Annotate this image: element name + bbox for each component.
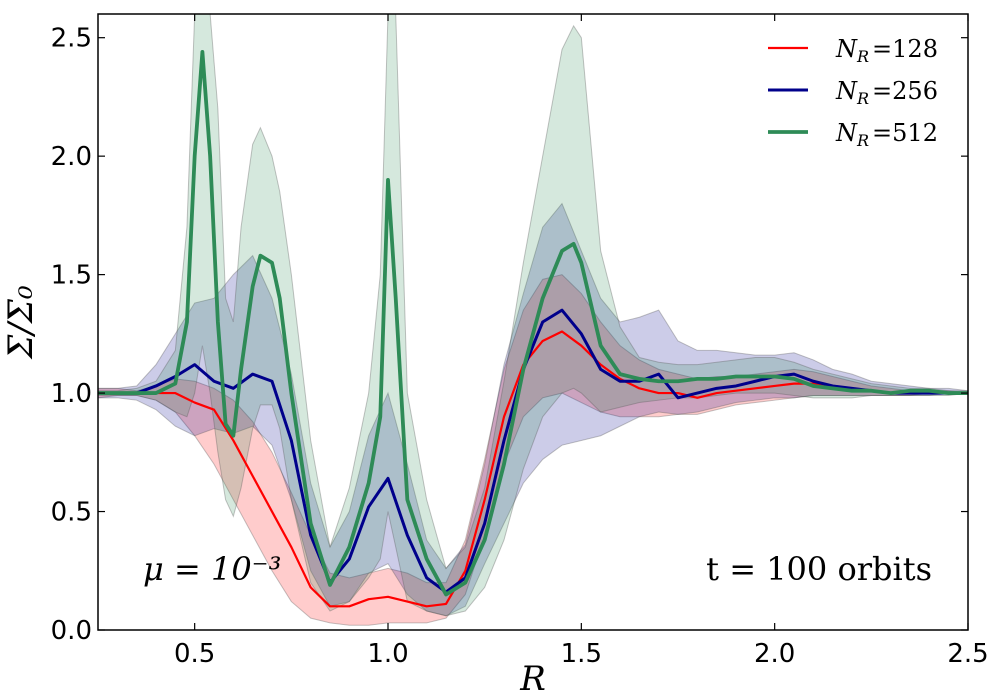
mass-ratio-annotation: μ = 10⁻³ [143,550,281,588]
line-series-3 [98,50,968,597]
x-tick-label: 1.0 [367,639,408,669]
uncertainty-bands [98,14,968,626]
line-series-2 [98,308,968,594]
y-tick-label: 1.5 [51,261,92,291]
y-tick-label: 2.5 [51,24,92,54]
y-tick-label: 0.5 [51,498,92,528]
x-tick-label: 0.5 [174,639,215,669]
y-tick-label: 2.0 [51,142,92,172]
axis-ticks: 0.5 1.0 1.5 2.0 2.5 0.0 0.5 1.0 1.5 2.0 2.5 [51,14,989,669]
band-series-2 [98,202,968,617]
time-annotation: t = 100 orbits [706,550,932,588]
y-axis-label: Σ/Σ₀ [1,285,41,361]
band-series-3 [98,14,968,617]
y-tick-label: 0.0 [51,616,92,646]
x-axis-label: R [519,659,546,699]
plot-frame [97,13,969,631]
x-tick-label: 1.5 [561,639,602,669]
legend-label-2: NR =256 [835,77,938,108]
x-tick-label: 2.0 [754,639,795,669]
legend-label-3: NR =512 [835,119,938,150]
series-lines [98,50,968,608]
legend-label-1: NR =128 [835,35,938,66]
legend: NR =128 NR =256 NR =512 [768,35,938,150]
y-tick-label: 1.0 [51,379,92,409]
x-tick-label: 2.5 [947,639,988,669]
